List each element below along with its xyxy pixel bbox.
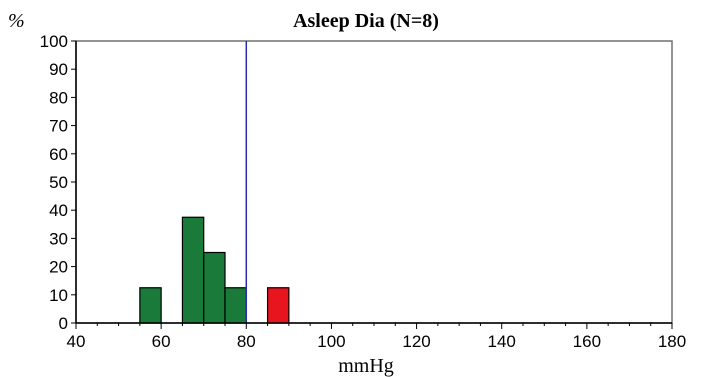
plot-area: 0 10 20 30 40 50 60 70 80 90 100 40 60 80 100 120 140 160… bbox=[40, 32, 687, 351]
y-tick-label-40: 40 bbox=[49, 201, 68, 220]
x-tick-label-160: 160 bbox=[573, 332, 601, 351]
y-tick-label-90: 90 bbox=[49, 60, 68, 79]
x-tick-label-80: 80 bbox=[237, 332, 256, 351]
bar-4 bbox=[266, 287, 290, 324]
y-tick-label-70: 70 bbox=[49, 117, 68, 136]
x-tick-label-180: 180 bbox=[658, 332, 686, 351]
bar-2 bbox=[203, 251, 226, 324]
bar-0 bbox=[139, 287, 162, 324]
y-tick-label-20: 20 bbox=[49, 258, 68, 277]
y-tick-label-60: 60 bbox=[49, 145, 68, 164]
x-tick-label-40: 40 bbox=[67, 332, 86, 351]
chart-title: Asleep Dia (N=8) bbox=[293, 10, 439, 32]
x-tick-label-120: 120 bbox=[402, 332, 430, 351]
y-tick-label-30: 30 bbox=[49, 229, 68, 248]
x-tick-label-60: 60 bbox=[152, 332, 171, 351]
y-tick-label-10: 10 bbox=[49, 286, 68, 305]
y-tick-label-0: 0 bbox=[59, 314, 68, 333]
x-axis-label: mmHg bbox=[338, 355, 394, 377]
y-tick-label-100: 100 bbox=[40, 32, 68, 51]
y-tick-label-80: 80 bbox=[49, 88, 68, 107]
x-tick-label-140: 140 bbox=[488, 332, 516, 351]
bar-3 bbox=[224, 287, 247, 324]
plot-frame bbox=[75, 40, 673, 324]
bar-1 bbox=[181, 216, 205, 324]
y-tick-label-50: 50 bbox=[49, 173, 68, 192]
x-tick-label-100: 100 bbox=[317, 332, 345, 351]
y-axis-label: % bbox=[8, 10, 25, 32]
